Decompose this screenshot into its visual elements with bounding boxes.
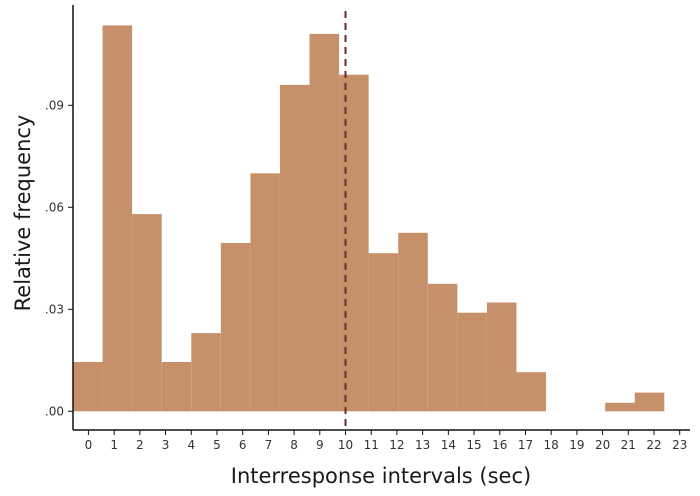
histogram-bar	[605, 402, 635, 412]
x-tick-label: 12	[389, 438, 404, 452]
histogram-bar	[427, 283, 458, 412]
histogram-bar	[250, 173, 280, 412]
x-tick-label: 17	[518, 438, 533, 452]
histogram-bar	[279, 84, 310, 412]
x-tick-label: 13	[415, 438, 430, 452]
x-tick-label: 5	[213, 438, 221, 452]
x-tick-label: 19	[569, 438, 584, 452]
x-tick-label: 16	[492, 438, 507, 452]
histogram-bar	[634, 392, 665, 412]
y-tick-label: .00	[45, 404, 64, 418]
x-tick-label: 10	[338, 438, 353, 452]
histogram-bar	[309, 33, 340, 412]
histogram-bar	[220, 243, 251, 412]
x-tick-label: 14	[441, 438, 456, 452]
x-tick-label: 15	[466, 438, 481, 452]
y-axis-title: Relative frequency	[11, 115, 35, 312]
x-tick-label: 20	[595, 438, 610, 452]
histogram-bar	[339, 74, 369, 412]
histogram-bar	[486, 302, 517, 412]
x-tick-label: 8	[290, 438, 298, 452]
x-tick-label: 0	[85, 438, 93, 452]
x-axis-title: Interresponse intervals (sec)	[231, 464, 531, 488]
histogram-bar	[368, 253, 399, 412]
x-tick-label: 9	[316, 438, 324, 452]
histogram-bar	[132, 214, 162, 412]
y-axis-ticks: .00 .03 .06 .09	[45, 98, 73, 418]
x-tick-label: 23	[672, 438, 687, 452]
y-tick-label: .06	[45, 200, 64, 214]
x-tick-label: 4	[187, 438, 195, 452]
histogram-bars	[73, 25, 665, 412]
histogram-bar	[161, 362, 192, 412]
x-tick-label: 6	[239, 438, 247, 452]
histogram-bar	[73, 362, 103, 412]
x-axis-ticks: 0 1 2 3 4 5 6 7 8 9 10 11 12 13 14 15 16 17 18 19 20 21 22 23	[85, 430, 687, 452]
histogram-bar	[516, 372, 547, 412]
x-tick-label: 2	[136, 438, 144, 452]
x-tick-label: 1	[110, 438, 118, 452]
x-tick-label: 21	[621, 438, 636, 452]
x-tick-label: 22	[646, 438, 661, 452]
histogram-bar	[457, 312, 487, 412]
histogram-bar	[398, 232, 428, 412]
x-tick-label: 7	[265, 438, 273, 452]
x-tick-label: 3	[162, 438, 170, 452]
y-tick-label: .09	[45, 98, 64, 112]
histogram-bar	[191, 333, 221, 412]
histogram-bar	[102, 25, 133, 412]
y-tick-label: .03	[45, 302, 64, 316]
x-tick-label: 18	[544, 438, 559, 452]
x-tick-label: 11	[364, 438, 379, 452]
